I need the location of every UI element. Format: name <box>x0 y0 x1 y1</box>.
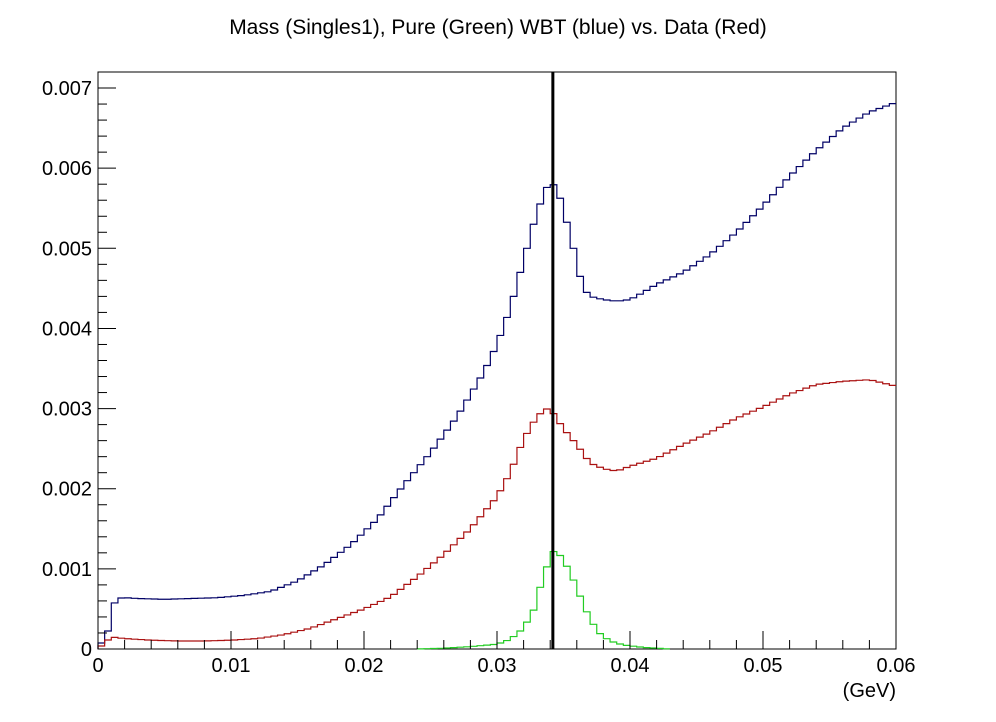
chart-title: Mass (Singles1), Pure (Green) WBT (blue)… <box>229 16 767 39</box>
plot-frame <box>97 71 897 650</box>
series-layer <box>97 103 896 650</box>
plot-area <box>97 71 897 650</box>
y-tick-label: 0.003 <box>42 399 92 421</box>
y-tick-label: 0 <box>81 639 92 661</box>
x-axis: 0 0.01 0.02 0.03 0.04 0.05 0.06 <box>92 631 915 677</box>
y-axis: 0 0.001 0.002 0.003 0.004 0.005 0.006 0.007 <box>42 78 116 661</box>
series-line-1 <box>97 379 896 649</box>
y-tick-label: 0.007 <box>42 78 92 100</box>
x-tick-label: 0 <box>92 655 103 677</box>
x-tick-label: 0.04 <box>611 655 650 677</box>
y-tick-label: 0.006 <box>42 158 92 180</box>
y-tick-label: 0.004 <box>42 318 92 340</box>
x-tick-label: 0.02 <box>345 655 384 677</box>
y-tick-label: 0.005 <box>42 238 92 260</box>
x-tick-label: 0.06 <box>877 655 916 677</box>
x-tick-label: 0.03 <box>478 655 517 677</box>
y-tick-label: 0.002 <box>42 479 92 501</box>
y-tick-label: 0.001 <box>42 559 92 581</box>
x-tick-label: 0.01 <box>212 655 251 677</box>
series-line-0 <box>97 103 896 649</box>
x-axis-label: (GeV) <box>843 680 896 702</box>
series-line-2 <box>416 550 670 650</box>
x-tick-label: 0.05 <box>744 655 783 677</box>
